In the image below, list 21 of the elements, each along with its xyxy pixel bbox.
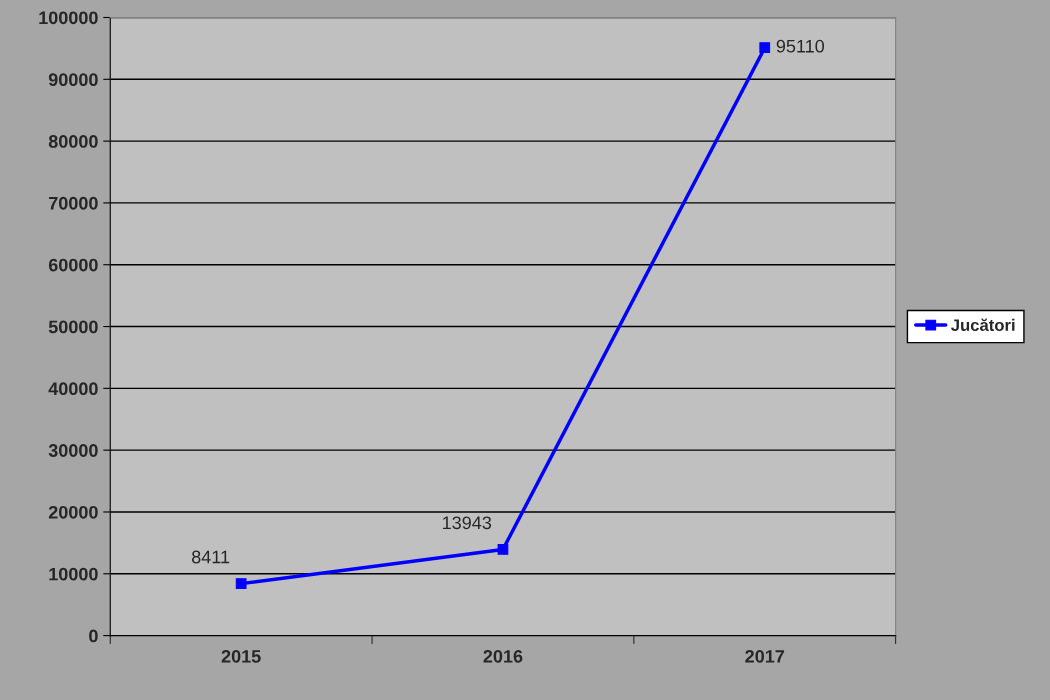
y-tick-label: 20000 [48, 505, 98, 519]
y-tick-label: 100000 [39, 11, 98, 25]
point [759, 42, 771, 54]
y-tick-label: 30000 [48, 444, 98, 457]
data-label: 13943 [443, 516, 492, 530]
data-label: 8411 [191, 550, 230, 564]
y-tick-label: 80000 [48, 135, 98, 148]
point [497, 544, 509, 555]
legend-label: Jucători [951, 318, 1015, 332]
y-tick-label: 70000 [49, 196, 98, 210]
x-tick-label: 2016 [483, 649, 523, 663]
y-tick-label: 60000 [48, 258, 98, 272]
x-tick-label: 2017 [745, 649, 785, 663]
point [235, 578, 247, 589]
y-tick-label: 90000 [48, 73, 98, 87]
y-tick-label: 40000 [48, 382, 98, 396]
y-tick-label: 10000 [49, 567, 98, 581]
y-tick-label: 0 [89, 629, 98, 643]
y-tick-label: 50000 [48, 320, 98, 334]
data-label: 95110 [776, 39, 825, 53]
x-tick-label: 2015 [221, 649, 261, 663]
